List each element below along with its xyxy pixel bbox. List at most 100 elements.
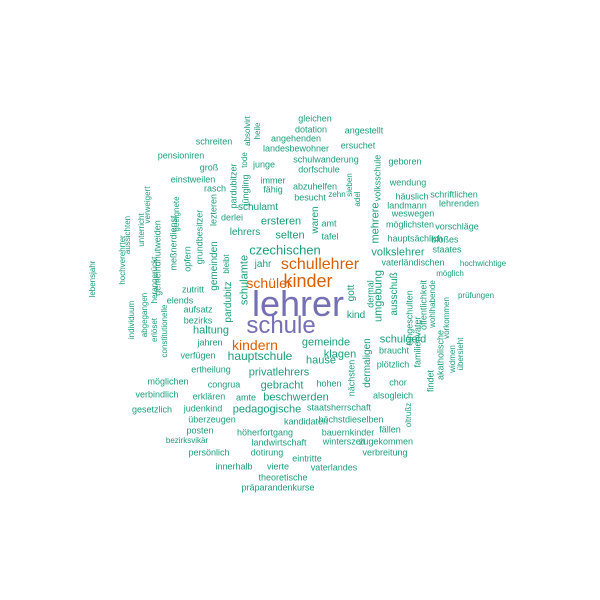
word-geboren: geboren — [388, 156, 422, 167]
word-abzuhelfen: abzuhelfen — [292, 181, 338, 192]
word-pedagogische: pedagogische — [232, 403, 302, 416]
word-herangerückt: herangerückt — [150, 256, 159, 304]
word-gleichen: gleichen — [298, 113, 332, 124]
word-dotation: dotation — [294, 124, 328, 135]
word-landesbewohner: landesbewohner — [262, 143, 330, 154]
word-überzeugen: überzeugen — [188, 414, 236, 425]
word-schulwanderung: schulwanderung — [293, 154, 359, 165]
word-pensioniren: pensioniren — [157, 150, 205, 161]
word-fähig: fähig — [263, 184, 283, 195]
word-weswegen: weswegen — [391, 208, 435, 219]
word-höherfortgang: höherfortgang — [236, 427, 294, 438]
word-hauptsächlich: hauptsächlich — [387, 233, 443, 244]
word-tafel: tafel — [321, 231, 339, 242]
word-pardubitzer: pardubitzer — [228, 163, 239, 209]
word-häuslich: häuslich — [395, 191, 429, 202]
word-gesetzlich: gesetzlich — [131, 404, 173, 415]
word-amte: amte — [235, 392, 257, 403]
word-verweigert: verweigert — [143, 186, 152, 224]
word-innerhalb: innerhalb — [215, 461, 253, 472]
word-ersuchet: ersuchet — [340, 140, 376, 151]
word-vorkommen: vorkommen — [442, 297, 451, 339]
word-privatlehrers: privatlehrers — [248, 366, 310, 379]
word-volkslehrer: volkslehrer — [371, 246, 425, 259]
word-ausschuß: ausschuß — [389, 272, 400, 316]
word-plötzlich: plötzlich — [376, 359, 410, 370]
word-immer: immer — [260, 175, 286, 186]
word-vaterlandes: vaterlandes — [310, 462, 358, 473]
word-braucht: braucht — [378, 345, 410, 356]
word-kinder: kinder — [283, 271, 333, 291]
word-nächsten: nächsten — [346, 359, 357, 397]
word-lezteren: lezteren — [208, 193, 219, 227]
word-abgegangen: abgegangen — [140, 292, 149, 338]
word-landwirtschaft: landwirtschaft — [251, 437, 307, 448]
word-zehn: zehn — [328, 190, 346, 199]
word-gemeinde: gemeinde — [301, 336, 351, 349]
word-präparandenkurse: präparandenkurse — [241, 482, 315, 493]
word-persönlich: persönlich — [188, 447, 230, 458]
word-eintritte: eintritte — [292, 453, 322, 464]
word-haltung: haltung — [192, 324, 230, 337]
word-selten: selten — [275, 229, 305, 242]
word-dermaligen: dermaligen — [362, 338, 373, 388]
word-landmann: landmann — [387, 200, 427, 211]
word-lehrers: lehrers — [229, 227, 261, 238]
word-schule: schule — [246, 312, 316, 339]
word-gemeinden: gemeinden — [209, 241, 220, 291]
word-jahr: jahr — [254, 259, 272, 270]
word-staates: staates — [432, 244, 462, 255]
word-volksschule: volksschule — [372, 154, 383, 202]
word-derlei: derlei — [220, 212, 244, 223]
word-erklären: erklären — [192, 391, 226, 402]
word-schulgeld: schulgeld — [379, 333, 427, 346]
word-bezirksvikär: bezirksvikär — [165, 436, 209, 445]
word-übersieht: übersieht — [456, 337, 465, 371]
word-lebensjahr: lebensjahr — [88, 260, 97, 298]
word-amt: amt — [321, 218, 337, 229]
word-findet: findet — [425, 369, 436, 393]
word-wohlhabende: wohlhabende — [428, 280, 437, 328]
word-gebracht: gebracht — [260, 379, 304, 392]
word-elends: elends — [166, 295, 194, 306]
word-hause: hause — [306, 354, 336, 367]
word-judenkind: judenkind — [183, 403, 223, 414]
word-einstweilen: einstweilen — [170, 174, 216, 185]
word-theoretische: theoretische — [258, 472, 308, 483]
word-erlöset: erlöset — [150, 317, 159, 343]
word-dotirung: dotirung — [250, 447, 284, 458]
word-opfern: opfern — [182, 246, 193, 272]
word-mehrere: mehrere — [369, 202, 382, 244]
word-gott: gott — [346, 284, 357, 302]
word-besucht: besucht — [294, 192, 326, 203]
word-staatsherrschaft: staatsherrschaft — [306, 402, 372, 413]
word-schreiten: schreiten — [195, 136, 233, 147]
word-zugekommen: zugekommen — [358, 436, 414, 447]
word-tode: tode — [240, 152, 249, 168]
word-bauernkinder: bauernkinder — [321, 427, 375, 438]
word-wendung: wendung — [389, 177, 427, 188]
word-junge: junge — [252, 159, 276, 170]
word-pardubitz: pardubitz — [223, 281, 234, 323]
word-grundbesitzer: grundbesitzer — [194, 209, 205, 265]
word-dermal: dermal — [365, 280, 376, 308]
word-angestellt: angestellt — [344, 125, 384, 136]
word-hohen: hohen — [316, 378, 342, 389]
word-winterszeit: winterszeit — [322, 436, 366, 447]
word-absolvirt: absolvirt — [243, 116, 252, 146]
word-ertheilung: ertheilung — [191, 364, 231, 375]
word-ersteren: ersteren — [260, 215, 302, 228]
word-waren: waren — [310, 206, 321, 234]
word-alsogleich: alsogleich — [372, 390, 414, 401]
word-bloßes: bloßes — [431, 234, 459, 245]
word-kind: kind — [346, 310, 366, 321]
word-kindern: kindern — [232, 337, 278, 353]
word-oltrußz: oltrußz — [404, 402, 413, 428]
word-lehrenden: lehrenden — [438, 198, 480, 209]
word-heile: heile — [253, 122, 262, 140]
word-vorschläge: vorschläge — [435, 221, 479, 232]
word-prüfungen: prüfungen — [457, 291, 495, 300]
word-bleibt: bleibt — [222, 254, 231, 274]
word-rasch: rasch — [203, 183, 227, 194]
